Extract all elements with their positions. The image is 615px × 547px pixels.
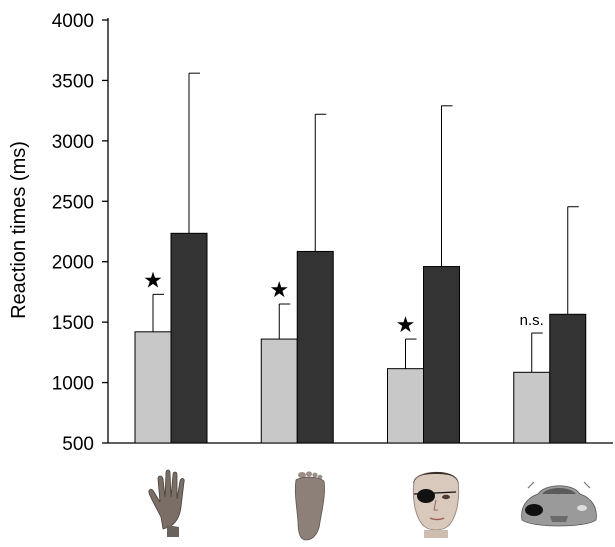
y-tick-label: 1500 [52,313,94,334]
bar [513,371,551,444]
y-tick-label: 4000 [52,11,94,32]
bars [134,232,587,444]
bar [260,338,298,444]
significance-star: ★ [143,267,163,292]
y-tick-label: 3000 [52,132,94,153]
category-icons [148,469,597,541]
y-tick-label: 2500 [52,192,94,213]
not-significant-label: n.s. [520,312,544,329]
y-tick-label: 500 [62,434,94,455]
y-axis-label: Reaction times (ms) [8,141,30,319]
y-tick-label: 1000 [52,374,94,395]
annotations: ★ ★ ★ n.s. [143,267,544,337]
significance-star: ★ [396,312,416,337]
y-tick-label: 3500 [52,71,94,92]
bar [170,232,208,444]
error-bars [152,72,579,373]
y-axis: 500 1000 1500 2000 2500 3000 3500 4000 [52,11,109,455]
bar [296,250,334,444]
face-icon [412,471,460,538]
car-icon [521,481,597,527]
hand-icon [148,469,185,537]
bar [134,331,172,444]
significance-star: ★ [269,277,289,302]
foot-icon [294,471,325,541]
bar [423,266,460,444]
bar [387,368,424,444]
bar [549,313,587,444]
y-tick-label: 2000 [52,253,94,274]
